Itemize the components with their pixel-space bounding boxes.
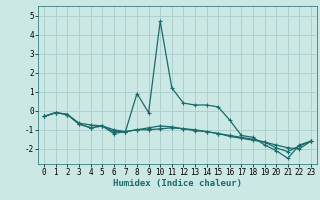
X-axis label: Humidex (Indice chaleur): Humidex (Indice chaleur)	[113, 179, 242, 188]
